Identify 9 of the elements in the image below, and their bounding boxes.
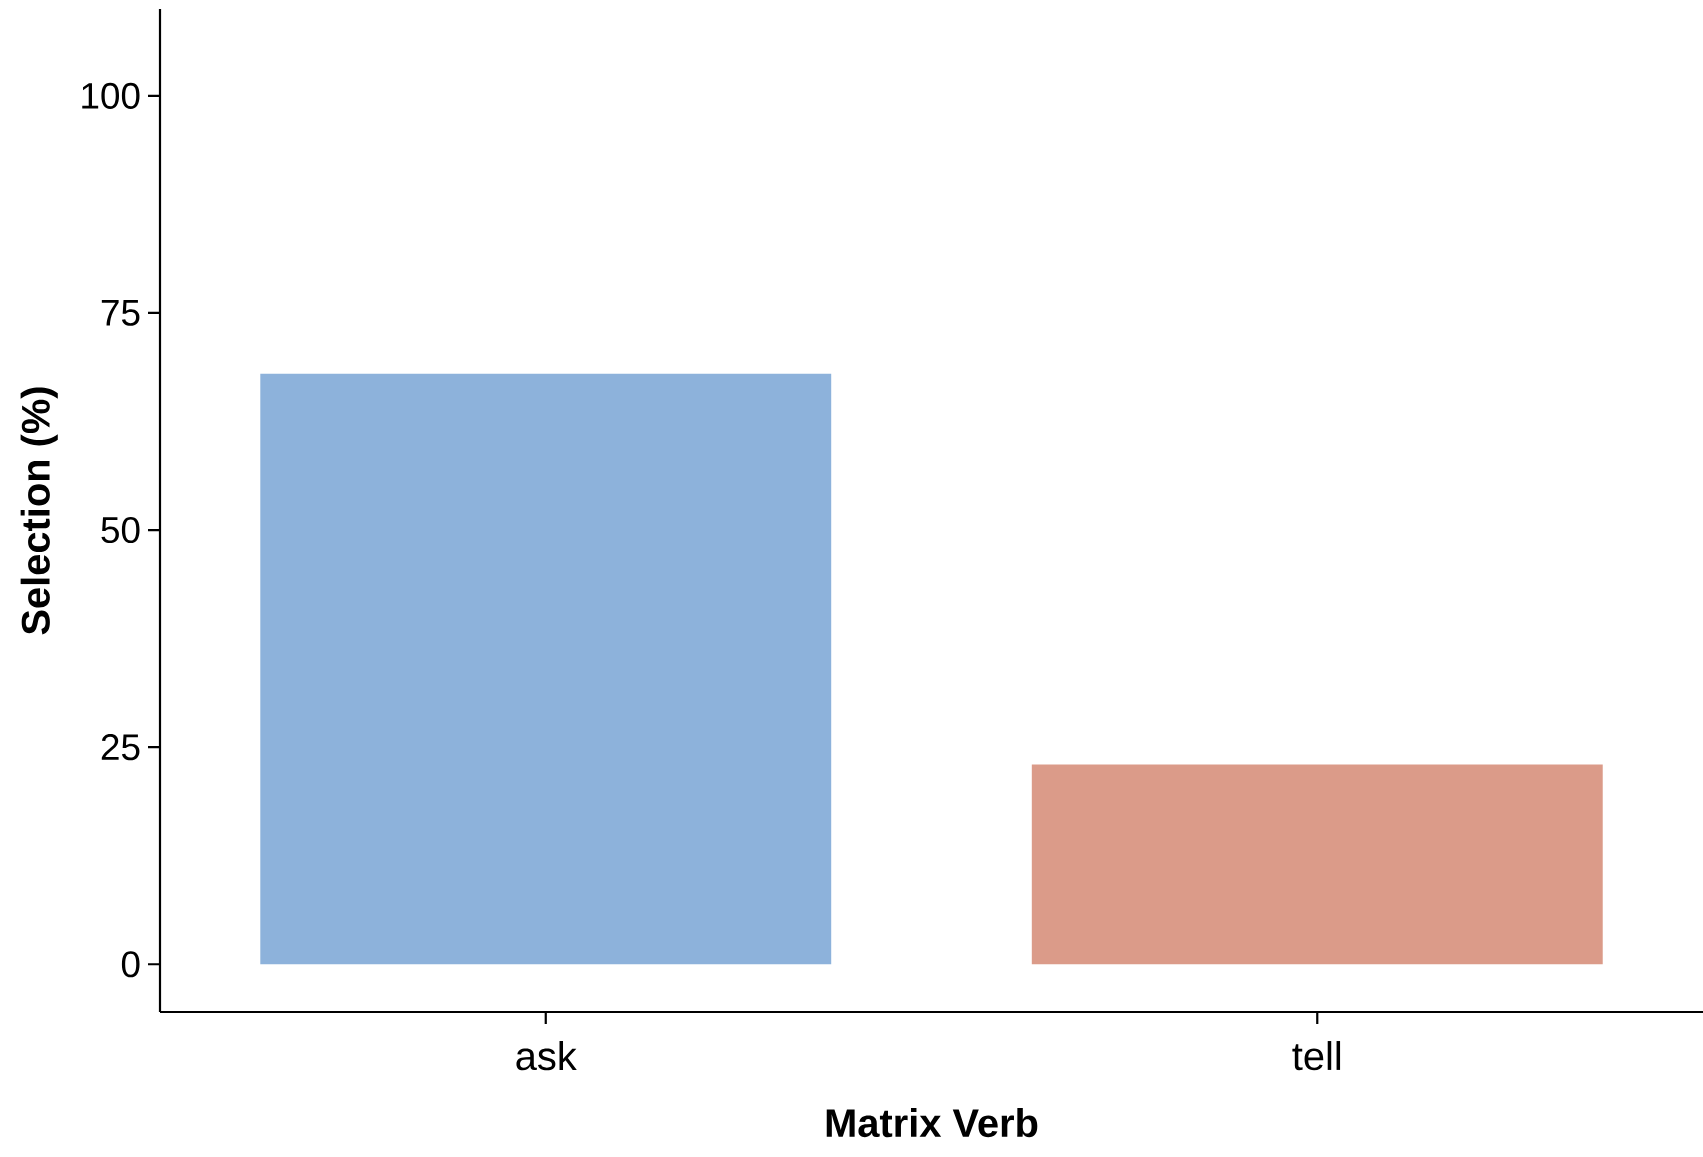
x-axis-title: Matrix Verb [826, 1107, 1038, 1138]
y-tick-label: 100 [82, 82, 140, 109]
y-tick-label: 75 [101, 300, 140, 326]
y-tick-label: 25 [101, 734, 140, 761]
x-tick-label: tell [1292, 1041, 1341, 1071]
y-tick-label: 50 [101, 516, 140, 544]
y-tick-label: 0 [121, 951, 140, 978]
x-tick-label: ask [516, 1041, 577, 1071]
y-axis-title: Selection (%) [20, 387, 58, 635]
